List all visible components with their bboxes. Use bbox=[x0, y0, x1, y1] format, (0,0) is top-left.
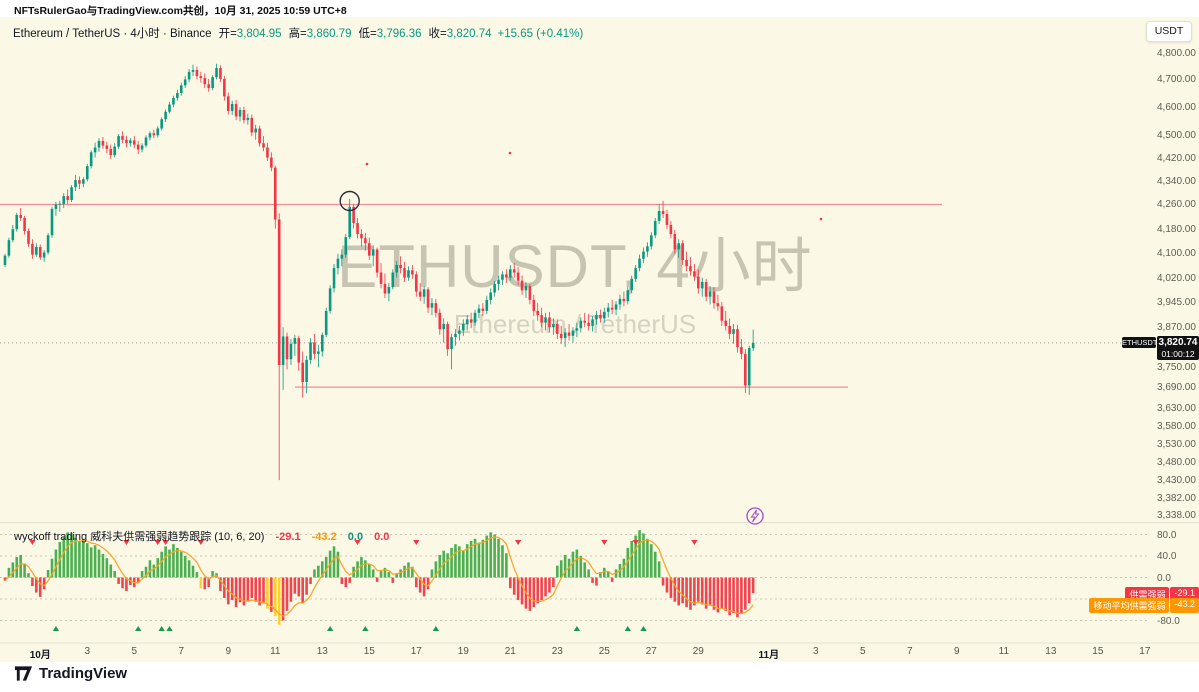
symbol-legend[interactable]: Ethereum / TetherUS · 4小时 · Binance 开=3,8… bbox=[13, 25, 583, 41]
time-axis-tick: 3 bbox=[84, 646, 91, 657]
open-label: 开= bbox=[218, 28, 237, 40]
attribution-text: NFTsRulerGao与TradingView.com共创，10月 31, 2… bbox=[14, 5, 347, 17]
last-price-symbol-tag: ETHUSDT bbox=[1122, 337, 1158, 349]
last-price-label: 3,820.74 bbox=[1157, 335, 1199, 349]
low-label: 低= bbox=[358, 28, 377, 40]
bar-countdown-label: 01:00:12 bbox=[1157, 349, 1199, 361]
price-axis-tick: 3,945.00 bbox=[1157, 297, 1196, 309]
time-axis-tick: 11月 bbox=[758, 650, 780, 661]
indicator-axis-tick: 0.0 bbox=[1157, 572, 1171, 584]
close-value: 3,820.74 bbox=[446, 28, 492, 40]
tradingview-logo-icon bbox=[14, 666, 33, 681]
tradingview-logo[interactable]: TradingView bbox=[14, 665, 127, 682]
indicator-badge-ma-label: 移动平均供需强弱 bbox=[1089, 597, 1170, 613]
price-axis-tick: 3,870.00 bbox=[1157, 321, 1196, 333]
time-axis-tick: 13 bbox=[316, 646, 328, 657]
price-axis-tick: 4,700.00 bbox=[1157, 74, 1196, 86]
time-axis-tick: 25 bbox=[598, 646, 610, 657]
time-axis-tick: 9 bbox=[225, 646, 232, 657]
time-axis-tick: 3 bbox=[813, 646, 819, 657]
price-axis-tick: 3,382.00 bbox=[1157, 493, 1196, 505]
time-axis-tick: 19 bbox=[457, 646, 469, 657]
time-axis-tick: 5 bbox=[131, 646, 138, 657]
time-axis-tick: 9 bbox=[954, 646, 960, 657]
indicator-value-3: 0.0 bbox=[347, 531, 364, 543]
time-axis-tick: 15 bbox=[1092, 646, 1104, 657]
time-axis-tick: 17 bbox=[410, 646, 422, 657]
close-label: 收= bbox=[428, 28, 447, 40]
price-axis-tick: 4,340.00 bbox=[1157, 175, 1196, 187]
time-axis-tick: 29 bbox=[692, 646, 704, 657]
price-axis-tick: 4,600.00 bbox=[1157, 101, 1196, 113]
indicator-value-ma: -43.2 bbox=[311, 531, 337, 543]
price-axis-tick: 3,630.00 bbox=[1157, 403, 1196, 414]
change-value: +15.65 (+0.41%) bbox=[497, 28, 584, 40]
price-axis-tick: 3,530.00 bbox=[1157, 438, 1196, 450]
time-axis-tick: 11 bbox=[270, 646, 281, 657]
indicator-value-hist: -29.1 bbox=[275, 531, 301, 543]
indicator-badge-ma-value: -43.2 bbox=[1170, 597, 1199, 613]
price-axis-tick: 4,020.00 bbox=[1157, 273, 1196, 285]
indicator-axis-tick: -80.0 bbox=[1157, 615, 1180, 627]
time-axis-tick: 21 bbox=[504, 646, 516, 657]
price-axis-tick: 4,500.00 bbox=[1157, 129, 1196, 141]
time-axis-tick: 10月 bbox=[29, 650, 51, 661]
currency-toggle-button[interactable]: USDT bbox=[1146, 21, 1192, 42]
time-axis-tick: 11 bbox=[998, 646, 1010, 657]
time-axis-tick: 13 bbox=[1045, 646, 1057, 657]
indicator-axis-tick: 80.0 bbox=[1157, 529, 1177, 541]
time-axis-tick: 5 bbox=[860, 646, 866, 657]
symbol-title[interactable]: Ethereum / TetherUS · 4小时 · Binance bbox=[13, 28, 212, 40]
price-axis-tick: 4,420.00 bbox=[1157, 152, 1196, 164]
indicator-legend[interactable]: wyckoff trading 威科夫供需强弱趋势跟踪 (10, 6, 20) … bbox=[14, 528, 389, 544]
low-value: 3,796.36 bbox=[376, 28, 422, 40]
price-axis-tick: 3,480.00 bbox=[1157, 456, 1196, 468]
price-axis-tick: 3,750.00 bbox=[1157, 361, 1196, 373]
indicator-value-4: 0.0 bbox=[374, 531, 390, 543]
high-value: 3,860.79 bbox=[306, 28, 352, 40]
price-axis-tick: 4,180.00 bbox=[1157, 223, 1196, 235]
high-label: 高= bbox=[288, 28, 307, 40]
time-axis-tick: 7 bbox=[178, 646, 185, 657]
indicator-badge-ma: 移动平均供需强弱 -43.2 bbox=[1089, 597, 1199, 613]
price-axis-tick: 4,260.00 bbox=[1157, 199, 1196, 211]
price-axis-tick: 4,800.00 bbox=[1157, 47, 1196, 59]
time-axis-tick: 23 bbox=[551, 646, 563, 657]
price-axis-tick: 4,100.00 bbox=[1157, 248, 1196, 260]
price-axis-tick: 3,338.00 bbox=[1157, 509, 1196, 521]
price-axis-tick: 3,430.00 bbox=[1157, 475, 1196, 487]
indicator-axis-tick: 40.0 bbox=[1157, 551, 1177, 562]
time-axis-tick: 7 bbox=[907, 646, 913, 657]
price-axis-tick: 3,580.00 bbox=[1157, 420, 1196, 432]
time-axis-tick: 17 bbox=[1139, 646, 1151, 657]
price-axis-tick: 3,690.00 bbox=[1157, 382, 1196, 394]
chart-background bbox=[0, 17, 1199, 662]
time-axis-tick: 15 bbox=[363, 646, 375, 657]
time-axis-tick: 27 bbox=[645, 646, 657, 657]
open-value: 3,804.95 bbox=[236, 28, 282, 40]
indicator-title[interactable]: wyckoff trading 威科夫供需强弱趋势跟踪 (10, 6, 20) bbox=[14, 531, 265, 543]
tradingview-logo-text: TradingView bbox=[39, 665, 128, 682]
